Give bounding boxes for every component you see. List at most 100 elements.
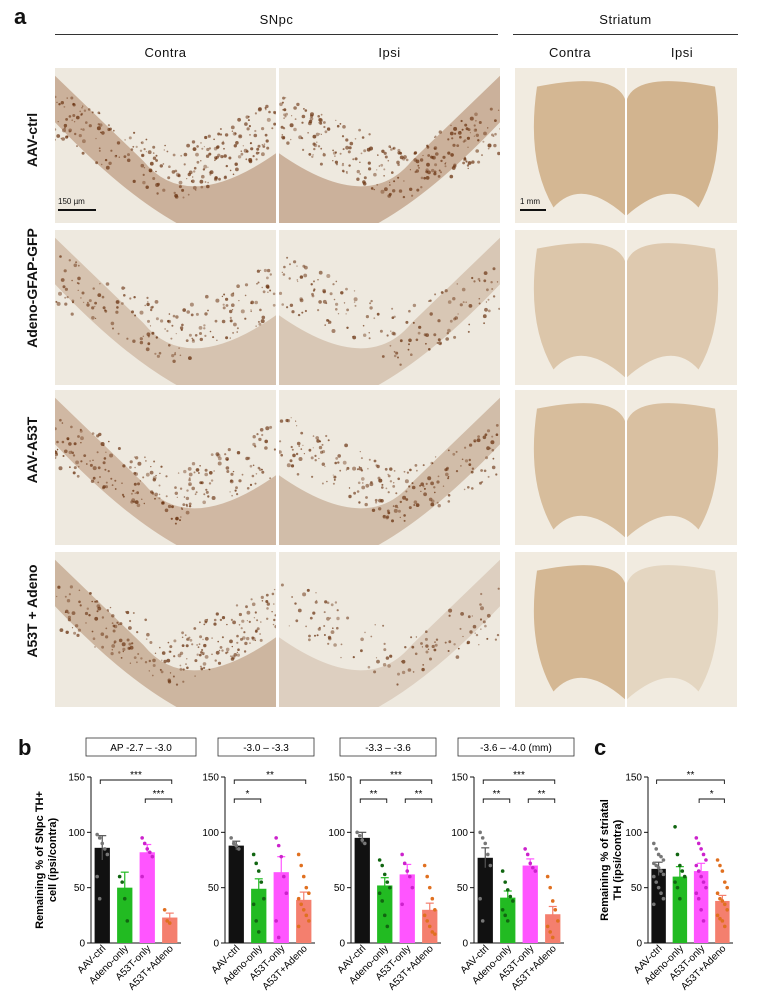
data-point-5-3-4 [701,852,706,857]
data-point-2-4-3 [301,874,306,879]
significance-bracket-2-1 [233,798,262,803]
significance-bracket-1-2 [144,798,173,803]
data-point-3-2-1 [377,858,382,862]
scale-label-striatum: 1 mm [520,197,540,206]
chart-title-box-1 [85,737,197,757]
data-point-5-3-1 [694,836,699,840]
data-point-1-2-1 [117,874,122,879]
chart-title-box-3 [339,737,437,757]
data-point-5-3-10 [704,885,708,890]
data-point-5-4-3 [720,869,725,873]
data-point-5-2-5 [682,874,687,879]
snpc-header: SNpc [259,12,294,27]
micrograph-snpc-contra-row4 [55,552,276,707]
y-tick-label-4-150: 150 [451,773,468,784]
data-point-5-1-9 [659,869,663,873]
panel-label-b: b [18,735,32,760]
data-point-5-4-11 [715,913,720,918]
y-axis-label-5: Remaining % of striatalTH (ipsi/contra) [599,799,624,921]
data-point-3-3-5 [410,885,415,890]
significance-label-4-2: *** [513,770,525,781]
data-point-4-3-5 [533,869,538,873]
bar-4-3 [522,865,538,943]
data-point-1-2-3 [122,896,127,901]
data-point-1-2-4 [125,919,130,923]
data-point-1-1-4 [103,847,107,851]
chart-title-4: -3.6 – -4.0 (mm) [480,743,552,754]
data-point-3-1-1 [355,830,359,835]
data-point-2-2-7 [254,919,258,923]
data-point-2-4-1 [296,852,301,857]
data-point-3-1-4 [363,841,367,846]
y-tick-label-1-150: 150 [68,773,85,784]
data-point-4-3-4 [531,865,535,870]
y-tick-label-1-100: 100 [68,828,85,839]
data-point-2-2-3 [256,869,261,873]
data-point-2-4-9 [304,913,309,918]
data-point-5-3-7 [696,869,701,873]
significance-bracket-5-1 [656,779,725,784]
bar-5-3 [693,871,709,943]
data-point-5-1-14 [659,891,663,895]
data-point-2-2-5 [262,896,266,901]
data-point-5-2-4 [680,869,685,873]
data-point-4-1-5 [488,863,493,868]
scale-bar-snpc [58,209,96,211]
data-point-4-4-3 [550,899,555,903]
data-point-2-3-5 [284,891,289,895]
bar-1-4 [162,917,178,943]
data-point-5-4-13 [720,919,725,923]
data-point-4-2-7 [503,913,508,918]
data-point-2-2-6 [251,902,256,907]
bar-charts: AP -2.7 – -3.0 Remaining % of SNpc TH+cel… [34,737,733,993]
significance-label-3-1: ** [370,789,378,800]
data-point-1-3-3 [145,847,150,851]
y-tick-label-3-0: 0 [339,939,345,950]
significance-label-3-3: ** [415,789,423,800]
striatum-contra-header: Contra [548,45,592,60]
data-point-5-1-12 [654,880,659,884]
data-point-2-3-2 [276,843,281,848]
data-point-4-4-5 [556,919,560,923]
data-point-3-1-2 [357,833,362,838]
data-point-5-4-6 [715,891,720,895]
data-point-1-4-1 [162,908,167,912]
chart-title-box-4 [457,737,575,757]
data-point-1-1-3 [100,841,105,846]
data-point-1-3-4 [148,850,152,855]
data-point-5-1-6 [652,861,656,866]
significance-bracket-4-1 [482,798,511,803]
data-point-4-4-6 [545,924,550,929]
data-point-5-2-6 [673,880,677,884]
data-point-2-1-3 [234,843,239,848]
data-point-3-2-9 [385,924,390,929]
snpc-contra-header: Contra [144,45,187,60]
data-point-2-4-2 [299,863,304,868]
y-axis-label-1: Remaining % of SNpc TH+cell (ipsi/contra… [34,791,59,929]
data-point-2-2-8 [256,930,261,934]
data-point-2-4-10 [307,919,311,923]
row-label-adeno-gfap-gfp: Adeno-GFAP-GFP [24,228,40,348]
y-tick-label-1-0: 0 [79,939,85,950]
data-point-5-3-8 [699,874,703,879]
micrograph-str-contra-row1 [515,68,625,223]
striatum-header: Striatum [599,12,652,27]
significance-label-4-3: ** [538,789,546,800]
data-point-5-3-6 [694,863,699,868]
data-point-2-4-11 [296,924,301,929]
scale-bar-striatum [520,209,546,211]
data-point-4-2-4 [508,894,513,899]
data-point-5-3-13 [699,908,703,912]
data-point-4-4-2 [548,885,552,890]
y-tick-label-4-0: 0 [462,939,468,950]
data-point-5-2-3 [678,863,682,868]
row-label-aav-a53t: AAV-A53T [24,416,40,484]
bar-2-4 [296,899,312,943]
micrograph-str-contra-row3 [515,390,625,545]
data-point-2-3-3 [279,854,284,859]
data-point-2-1-4 [237,847,241,851]
data-point-5-1-2 [654,847,659,851]
snpc-ipsi-header: Ipsi [378,45,401,60]
data-point-4-2-3 [505,888,510,892]
bar-1-3 [139,852,155,943]
